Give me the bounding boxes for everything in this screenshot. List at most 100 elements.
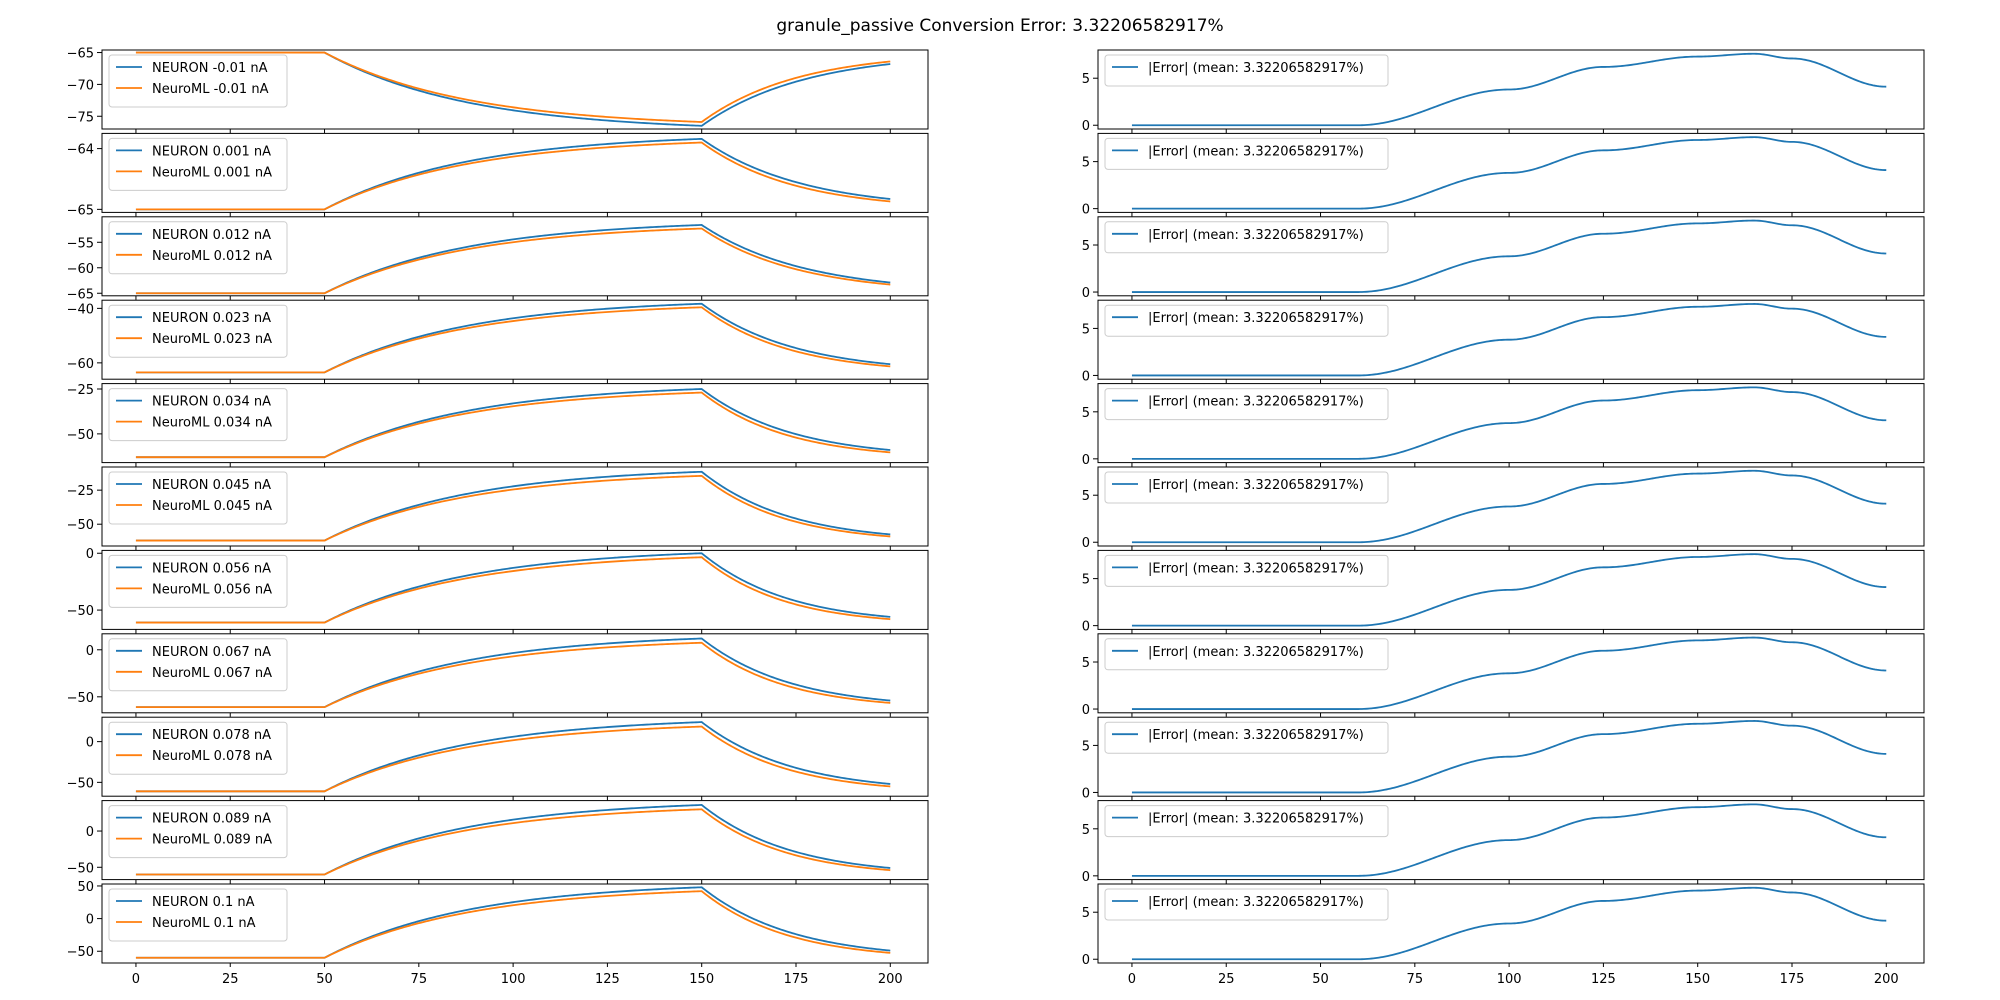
error-panel-9: 0 5 |Error| (mean: 3.32206582917%) (1082, 800, 1925, 885)
series-line-a (1131, 886, 1887, 961)
legend-label: |Error| (mean: 3.32206582917%) (1148, 228, 1364, 243)
legend-label: NEURON 0.001 nA (152, 144, 271, 159)
y-tick-label: 5 (1082, 656, 1090, 671)
x-tick-label: 200 (1874, 972, 1899, 987)
legend-label: NEURON 0.089 nA (152, 812, 271, 827)
legend-label: NeuroML 0.001 nA (152, 165, 272, 180)
legend-label: NeuroML 0.034 nA (152, 416, 272, 431)
y-tick-label: 5 (1082, 739, 1090, 754)
x-tick-label: 125 (1591, 972, 1616, 987)
voltage-panel-4: −25 −50 NEURON 0.034 nA NeuroML 0.034 nA (67, 383, 929, 467)
y-tick-label: 0 (86, 547, 94, 562)
axes-frame (1097, 633, 1925, 714)
legend-box (1104, 388, 1389, 421)
y-tick-label: 0 (1082, 870, 1090, 885)
axes-frame (1097, 49, 1925, 130)
y-tick-label: −40 (67, 302, 94, 317)
legend-label: NEURON 0.1 nA (152, 895, 255, 910)
x-tick-label: 100 (501, 972, 526, 987)
legend-box (108, 304, 288, 358)
y-tick-label: −70 (67, 78, 94, 93)
axes-frame (1097, 299, 1925, 380)
legend-box (1104, 54, 1389, 87)
y-tick-label: −50 (67, 604, 94, 619)
voltage-panel-10: 50 0 −50 0 25 50 75 100 125 150 175 200 NEURON 0.1 n… (67, 880, 929, 987)
figure-title: granule_passive Conversion Error: 3.3220… (776, 16, 1224, 36)
y-tick-label: 5 (1082, 72, 1090, 87)
legend: |Error| (mean: 3.32206582917%) (1104, 221, 1389, 254)
axes-frame (1097, 216, 1925, 297)
x-tick-label: 25 (222, 972, 239, 987)
series-line-a (1131, 803, 1887, 877)
axes-frame (101, 216, 929, 297)
series-line-a (1131, 136, 1887, 210)
y-tick-label: 0 (86, 825, 94, 840)
legend-box (1104, 471, 1389, 504)
series-line-b (135, 141, 891, 211)
legend-label: NEURON 0.012 nA (152, 228, 271, 243)
legend-label: |Error| (mean: 3.32206582917%) (1148, 61, 1364, 76)
legend: |Error| (mean: 3.32206582917%) (1104, 638, 1389, 671)
legend-box (108, 221, 288, 275)
axes-frame (1097, 466, 1925, 547)
series-line-a (1131, 386, 1887, 460)
y-tick-label: −65 (67, 47, 94, 62)
error-panel-0: 0 5 |Error| (mean: 3.32206582917%) (1082, 49, 1925, 134)
legend-label: NeuroML 0.089 nA (152, 833, 272, 848)
legend: NEURON 0.001 nA NeuroML 0.001 nA (108, 137, 288, 191)
error-panel-5: 0 5 |Error| (mean: 3.32206582917%) (1082, 466, 1925, 551)
y-tick-label: 5 (1082, 239, 1090, 254)
legend-label: NeuroML 0.012 nA (152, 249, 272, 264)
axes-frame (101, 633, 929, 714)
x-tick-label: 75 (1407, 972, 1424, 987)
axes-frame (101, 800, 929, 881)
legend-label: NEURON -0.01 nA (152, 61, 268, 76)
y-tick-label: −50 (67, 776, 94, 791)
legend-label: |Error| (mean: 3.32206582917%) (1148, 812, 1364, 827)
y-tick-label: 0 (1082, 119, 1090, 134)
y-tick-label: 5 (1082, 406, 1090, 421)
legend: NEURON 0.045 nA NeuroML 0.045 nA (108, 471, 288, 525)
y-tick-label: −65 (67, 287, 94, 302)
error-panel-2: 0 5 |Error| (mean: 3.32206582917%) (1082, 216, 1925, 301)
legend: NEURON 0.089 nA NeuroML 0.089 nA (108, 805, 288, 859)
legend: |Error| (mean: 3.32206582917%) (1104, 721, 1389, 754)
legend: NEURON 0.1 nA NeuroML 0.1 nA (108, 888, 288, 942)
legend-box (1104, 554, 1389, 587)
series-line-b (135, 474, 891, 542)
legend-box (1104, 805, 1389, 838)
y-tick-label: 5 (1082, 906, 1090, 921)
series-line-b (135, 306, 891, 374)
y-tick-label: 0 (1082, 453, 1090, 468)
legend-label: |Error| (mean: 3.32206582917%) (1148, 645, 1364, 660)
series-line-b (135, 391, 891, 459)
legend: |Error| (mean: 3.32206582917%) (1104, 805, 1389, 838)
legend: |Error| (mean: 3.32206582917%) (1104, 137, 1389, 170)
legend-label: NeuroML 0.023 nA (152, 332, 272, 347)
axes-frame (101, 466, 929, 547)
legend-label: NeuroML 0.045 nA (152, 499, 272, 514)
error-panel-6: 0 5 |Error| (mean: 3.32206582917%) (1082, 549, 1925, 635)
legend-label: NEURON 0.045 nA (152, 478, 271, 493)
x-tick-label: 50 (1312, 972, 1329, 987)
series-line-b (135, 808, 891, 876)
legend-box (1104, 721, 1389, 754)
legend-box (108, 721, 288, 775)
legend: |Error| (mean: 3.32206582917%) (1104, 471, 1389, 504)
series-line-a (1131, 469, 1887, 544)
y-tick-label: 0 (1082, 953, 1090, 968)
series-line-b (135, 51, 891, 123)
voltage-panel-2: −55 −60 −65 NEURON 0.012 nA NeuroML 0.012 nA (67, 216, 929, 302)
legend-label: |Error| (mean: 3.32206582917%) (1148, 728, 1364, 743)
legend: |Error| (mean: 3.32206582917%) (1104, 304, 1389, 337)
legend-label: NEURON 0.067 nA (152, 645, 271, 660)
y-tick-label: 5 (1082, 573, 1090, 588)
voltage-panel-9: 0 −50 NEURON 0.089 nA NeuroML 0.089 nA (67, 800, 929, 884)
legend-label: |Error| (mean: 3.32206582917%) (1148, 478, 1364, 493)
legend-label: NeuroML 0.056 nA (152, 582, 272, 597)
series-line-a (1131, 553, 1887, 627)
error-panel-10: 050 25 50 75 100 125 150 175 200|Error| (mean: 3… (1082, 883, 1925, 987)
legend-box (108, 54, 288, 108)
legend-label: NeuroML 0.067 nA (152, 666, 272, 681)
y-tick-label: −50 (67, 428, 94, 443)
